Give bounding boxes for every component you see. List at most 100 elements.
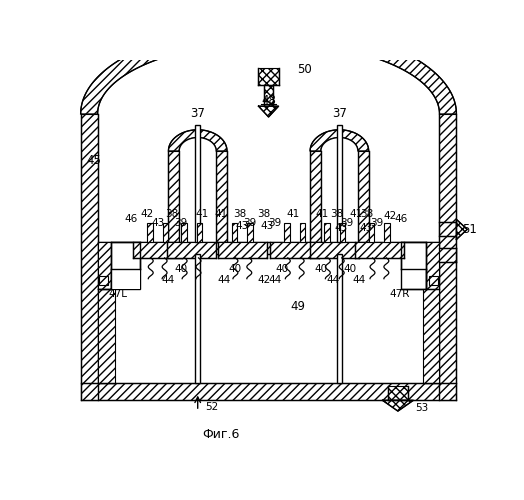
Text: 52: 52 [205, 402, 219, 411]
Polygon shape [337, 126, 342, 242]
Polygon shape [112, 270, 140, 288]
Polygon shape [247, 223, 253, 242]
Text: 43: 43 [334, 223, 347, 233]
Text: 47L: 47L [108, 289, 127, 299]
Polygon shape [285, 223, 290, 242]
Polygon shape [300, 223, 305, 242]
Text: 46: 46 [395, 214, 408, 224]
Polygon shape [168, 130, 227, 151]
Polygon shape [321, 138, 358, 151]
Polygon shape [337, 254, 342, 384]
Text: 47R: 47R [389, 289, 410, 299]
Polygon shape [264, 84, 273, 106]
Polygon shape [99, 276, 108, 285]
Polygon shape [216, 151, 227, 242]
Text: 53: 53 [416, 403, 429, 413]
Text: 40: 40 [344, 264, 357, 274]
Text: 42: 42 [140, 209, 154, 219]
Polygon shape [310, 242, 359, 258]
Text: 44: 44 [353, 275, 366, 285]
Polygon shape [97, 114, 440, 384]
Text: 38: 38 [257, 209, 270, 219]
Polygon shape [81, 384, 456, 400]
Polygon shape [401, 242, 425, 288]
Text: 42: 42 [257, 275, 270, 285]
Text: 50: 50 [297, 62, 312, 76]
Polygon shape [81, 26, 456, 114]
Polygon shape [310, 151, 321, 242]
Text: 41: 41 [214, 209, 227, 219]
Polygon shape [369, 223, 375, 242]
Polygon shape [310, 130, 369, 151]
Polygon shape [181, 223, 187, 242]
Polygon shape [422, 288, 440, 384]
Text: 43: 43 [260, 222, 274, 232]
Polygon shape [321, 151, 358, 242]
Polygon shape [168, 151, 179, 242]
Text: 43: 43 [151, 218, 165, 228]
Polygon shape [218, 242, 267, 258]
Text: 39: 39 [268, 218, 281, 228]
Text: 39: 39 [341, 218, 354, 228]
Text: 43: 43 [359, 223, 372, 233]
Text: 39: 39 [174, 218, 188, 228]
Text: 38: 38 [233, 209, 246, 219]
Text: 37: 37 [332, 108, 347, 120]
Text: 45: 45 [87, 154, 102, 166]
Text: 41: 41 [287, 209, 300, 219]
Text: 38: 38 [330, 209, 343, 219]
Text: 40: 40 [228, 264, 241, 274]
Polygon shape [179, 138, 216, 151]
Polygon shape [358, 151, 369, 242]
Polygon shape [97, 288, 115, 384]
Polygon shape [133, 242, 182, 258]
Text: 41: 41 [350, 209, 363, 219]
Text: 44: 44 [268, 275, 281, 285]
Polygon shape [440, 222, 456, 236]
Text: 38: 38 [361, 209, 374, 219]
Polygon shape [388, 386, 408, 400]
Text: 44: 44 [326, 275, 340, 285]
Text: 49: 49 [290, 300, 305, 313]
Polygon shape [97, 242, 440, 254]
Polygon shape [440, 114, 456, 401]
Polygon shape [195, 126, 200, 242]
Text: 42: 42 [384, 210, 397, 220]
Polygon shape [147, 223, 152, 242]
Polygon shape [258, 68, 279, 84]
Polygon shape [456, 220, 467, 240]
Text: 40: 40 [174, 264, 188, 274]
Polygon shape [385, 223, 390, 242]
Text: 51: 51 [462, 223, 477, 236]
Polygon shape [232, 223, 237, 242]
Polygon shape [324, 223, 330, 242]
Polygon shape [383, 400, 413, 411]
Text: Фиг.6: Фиг.6 [202, 428, 239, 440]
Text: 44: 44 [162, 275, 175, 285]
Polygon shape [270, 242, 319, 258]
Text: 40: 40 [276, 264, 289, 274]
Text: 37: 37 [190, 108, 205, 120]
Text: 41: 41 [316, 209, 329, 219]
Text: 39: 39 [370, 218, 383, 228]
Polygon shape [429, 276, 438, 285]
Text: 48: 48 [261, 94, 276, 106]
Polygon shape [425, 242, 440, 288]
Polygon shape [97, 242, 112, 288]
Polygon shape [162, 223, 168, 242]
Polygon shape [195, 254, 200, 384]
Text: 44: 44 [217, 275, 231, 285]
Polygon shape [340, 223, 345, 242]
Polygon shape [112, 242, 140, 288]
Polygon shape [440, 248, 456, 262]
Polygon shape [258, 106, 279, 117]
Polygon shape [167, 242, 216, 258]
Polygon shape [179, 151, 216, 242]
Text: 39: 39 [244, 218, 257, 228]
Text: 41: 41 [195, 209, 209, 219]
Polygon shape [97, 254, 440, 384]
Polygon shape [196, 223, 202, 242]
Text: 46: 46 [125, 214, 138, 224]
Text: 38: 38 [165, 209, 178, 219]
Polygon shape [355, 242, 404, 258]
